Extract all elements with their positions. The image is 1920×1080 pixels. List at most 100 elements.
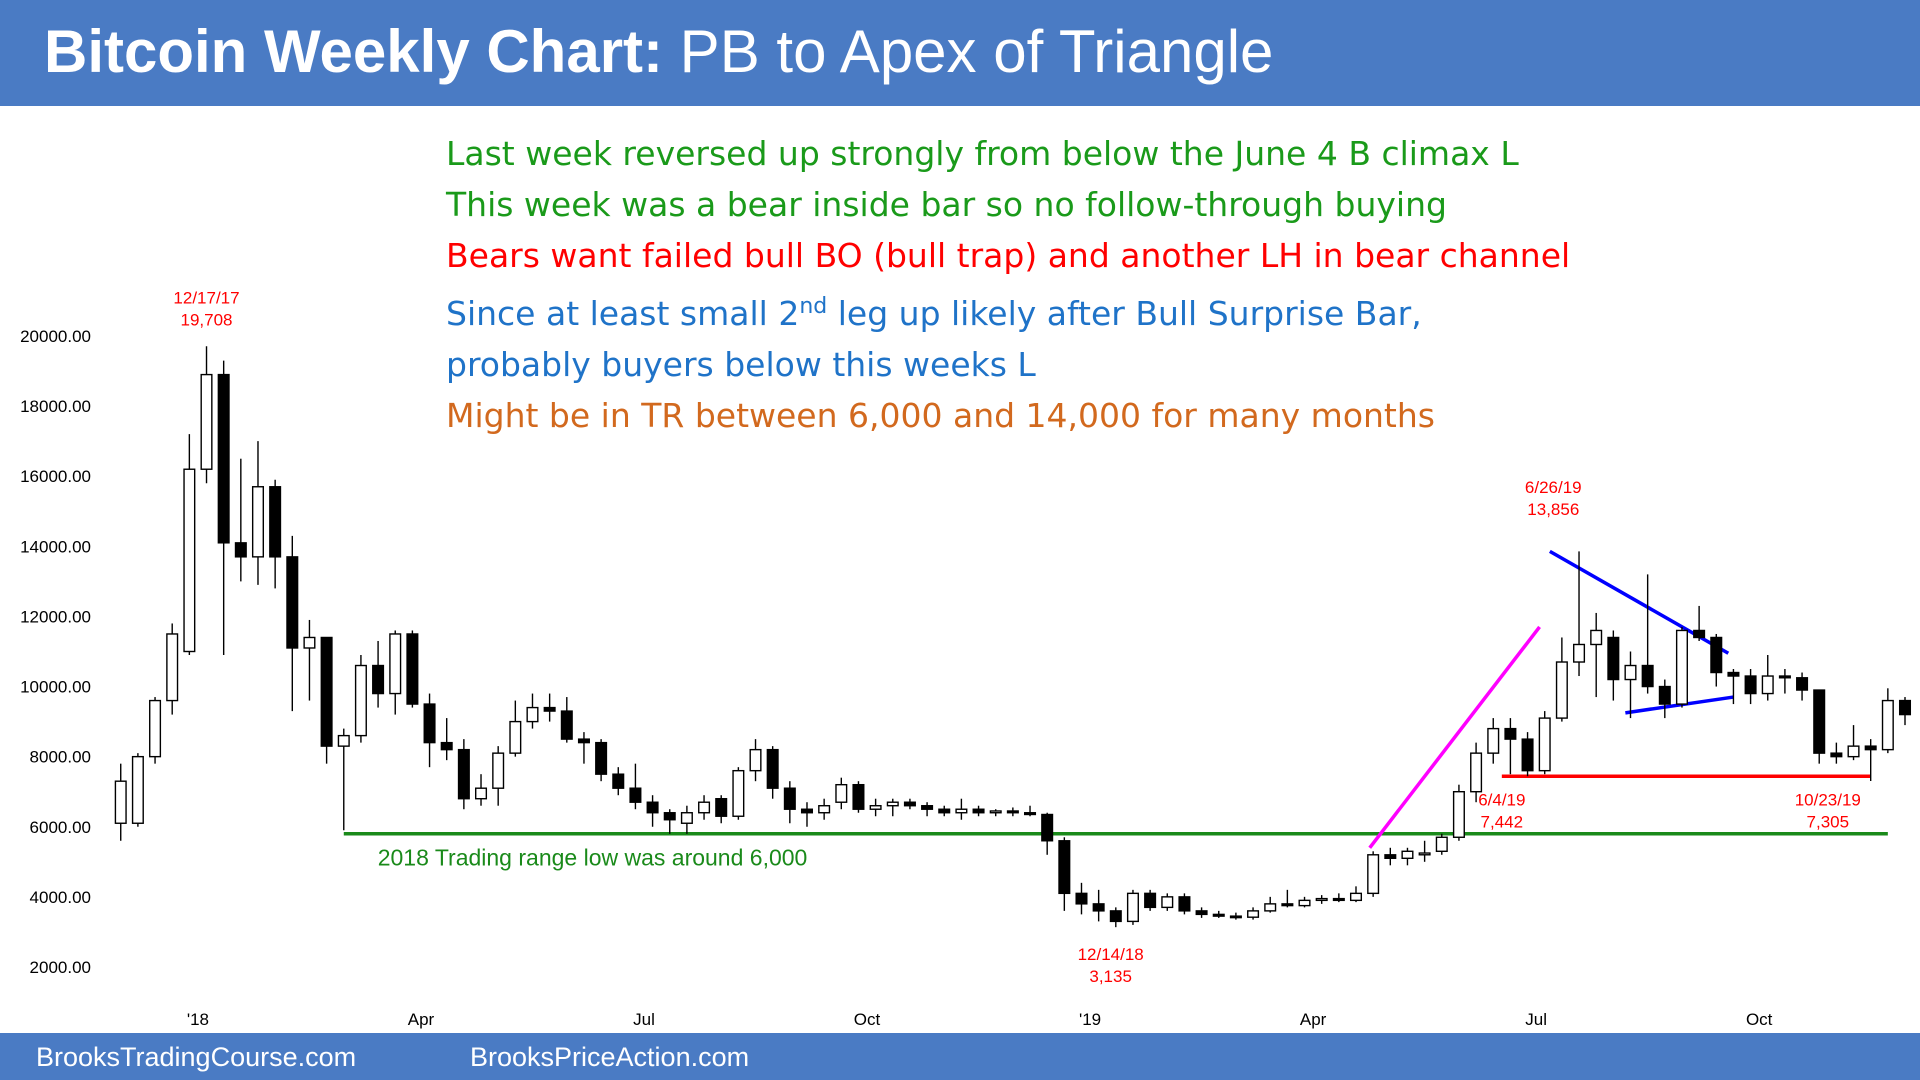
candle (1487, 718, 1500, 764)
y-tick-label: 18000.00 (20, 397, 91, 416)
candle (337, 728, 350, 831)
candle (1658, 679, 1671, 719)
chart-annotation: 7,305 (1807, 813, 1850, 832)
bear-candle-body (217, 373, 230, 544)
bear-candle-body (1813, 689, 1826, 754)
candle (286, 535, 299, 712)
note-line-5: probably buyers below this weeks L (446, 345, 1036, 384)
bear-candle-body (1195, 910, 1208, 916)
bear-candle-body (1058, 840, 1071, 895)
bear-candle-body (1727, 671, 1740, 677)
candle (303, 619, 316, 701)
bear-candle-body (269, 486, 282, 558)
bear-candle-body (1504, 727, 1517, 740)
note-line-3: Bears want failed bull BO (bull trap) an… (446, 236, 1571, 275)
bull-candle-body (680, 812, 693, 824)
candle (166, 623, 179, 715)
commentary-notes: Last week reversed up strongly from belo… (446, 128, 1570, 441)
note-line-4-part-2: leg up likely after Bull Surprise Bar, (827, 294, 1422, 333)
y-tick-label: 2000.00 (30, 958, 91, 977)
trend-line (1625, 695, 1734, 715)
title-rest: PB to Apex of Triangle (663, 18, 1274, 85)
candle (1109, 907, 1122, 928)
y-tick-label: 14000.00 (20, 537, 91, 556)
candle (783, 781, 796, 824)
candle (1332, 893, 1345, 903)
candle (663, 809, 676, 834)
bear-candle-body (1178, 896, 1191, 912)
bull-candle-body (886, 801, 899, 807)
bear-candle-body (612, 773, 625, 789)
candle (1075, 882, 1088, 915)
bear-candle-body (1710, 636, 1723, 674)
candle (1847, 725, 1860, 761)
candle (509, 700, 522, 757)
candle (234, 458, 247, 582)
candle (595, 739, 608, 782)
y-tick-label: 6000.00 (30, 818, 91, 837)
candle (1315, 895, 1328, 904)
candle (1264, 896, 1277, 913)
bull-candle-body (526, 706, 539, 723)
bear-candle-body (423, 703, 436, 744)
bear-candle-body (1607, 636, 1620, 681)
bear-candle-body (406, 633, 419, 705)
y-tick-label: 8000.00 (30, 748, 91, 767)
chart-annotation: 6/26/19 (1525, 478, 1582, 497)
candle (1367, 851, 1380, 897)
bear-candle-body (1229, 915, 1242, 919)
candle (1384, 847, 1397, 866)
candle (1675, 626, 1688, 708)
bear-candle-body (457, 748, 470, 800)
candle (251, 441, 265, 585)
candle (732, 767, 745, 820)
bull-candle-body (200, 373, 213, 470)
bear-candle-body (1830, 752, 1843, 758)
candle (1418, 840, 1431, 862)
bear-candle-body (440, 741, 453, 751)
candle (698, 795, 711, 820)
candle (938, 805, 951, 817)
candle (1898, 697, 1912, 726)
candle (886, 798, 899, 817)
bull-candle-body (1847, 745, 1860, 758)
bull-candle-body (475, 787, 488, 800)
candle (1573, 551, 1586, 677)
bear-candle-body (286, 556, 299, 649)
bear-candle-body (1641, 664, 1654, 688)
header-bar (0, 0, 1920, 106)
bull-candle-body (749, 748, 762, 772)
x-tick-label: '18 (187, 1010, 209, 1029)
candle (766, 746, 779, 799)
bull-candle-body (131, 755, 144, 824)
bear-candle-body (1864, 745, 1877, 751)
candle (1281, 889, 1294, 908)
chart-annotation: 2018 Trading range low was around 6,000 (378, 844, 808, 870)
candle (1744, 669, 1757, 705)
candle (1247, 907, 1260, 920)
chart-annotation: 19,708 (181, 311, 233, 330)
note-line-6: Might be in TR between 6,000 and 14,000 … (446, 396, 1435, 435)
bull-candle-body (114, 780, 127, 824)
bear-candle-body (715, 798, 728, 817)
footer-link-brookstradingcourse[interactable]: BrooksTradingCourse.com (36, 1042, 357, 1072)
bull-candle-body (1247, 910, 1260, 918)
bull-candle-body (1881, 699, 1894, 751)
note-line-1: Last week reversed up strongly from belo… (446, 134, 1519, 173)
bull-candle-body (354, 664, 367, 737)
candle (200, 346, 213, 484)
bear-candle-body (1658, 685, 1671, 705)
bull-candle-body (1418, 852, 1431, 856)
bull-candle-body (989, 810, 1002, 814)
y-axis: 2000.00 4000.00 6000.00 8000.00 10000.00 1200… (20, 327, 91, 977)
support-lines (343, 774, 1888, 836)
candle (1521, 732, 1534, 777)
bear-candle-body (766, 748, 779, 789)
candle (1761, 655, 1774, 701)
bull-candle-body (1435, 836, 1448, 852)
candle (1864, 739, 1877, 782)
candle (818, 798, 831, 820)
footer-link-brookspriceaction[interactable]: BrooksPriceAction.com (470, 1042, 750, 1072)
bull-candle-body (955, 808, 968, 814)
x-tick-label: Oct (854, 1010, 881, 1029)
